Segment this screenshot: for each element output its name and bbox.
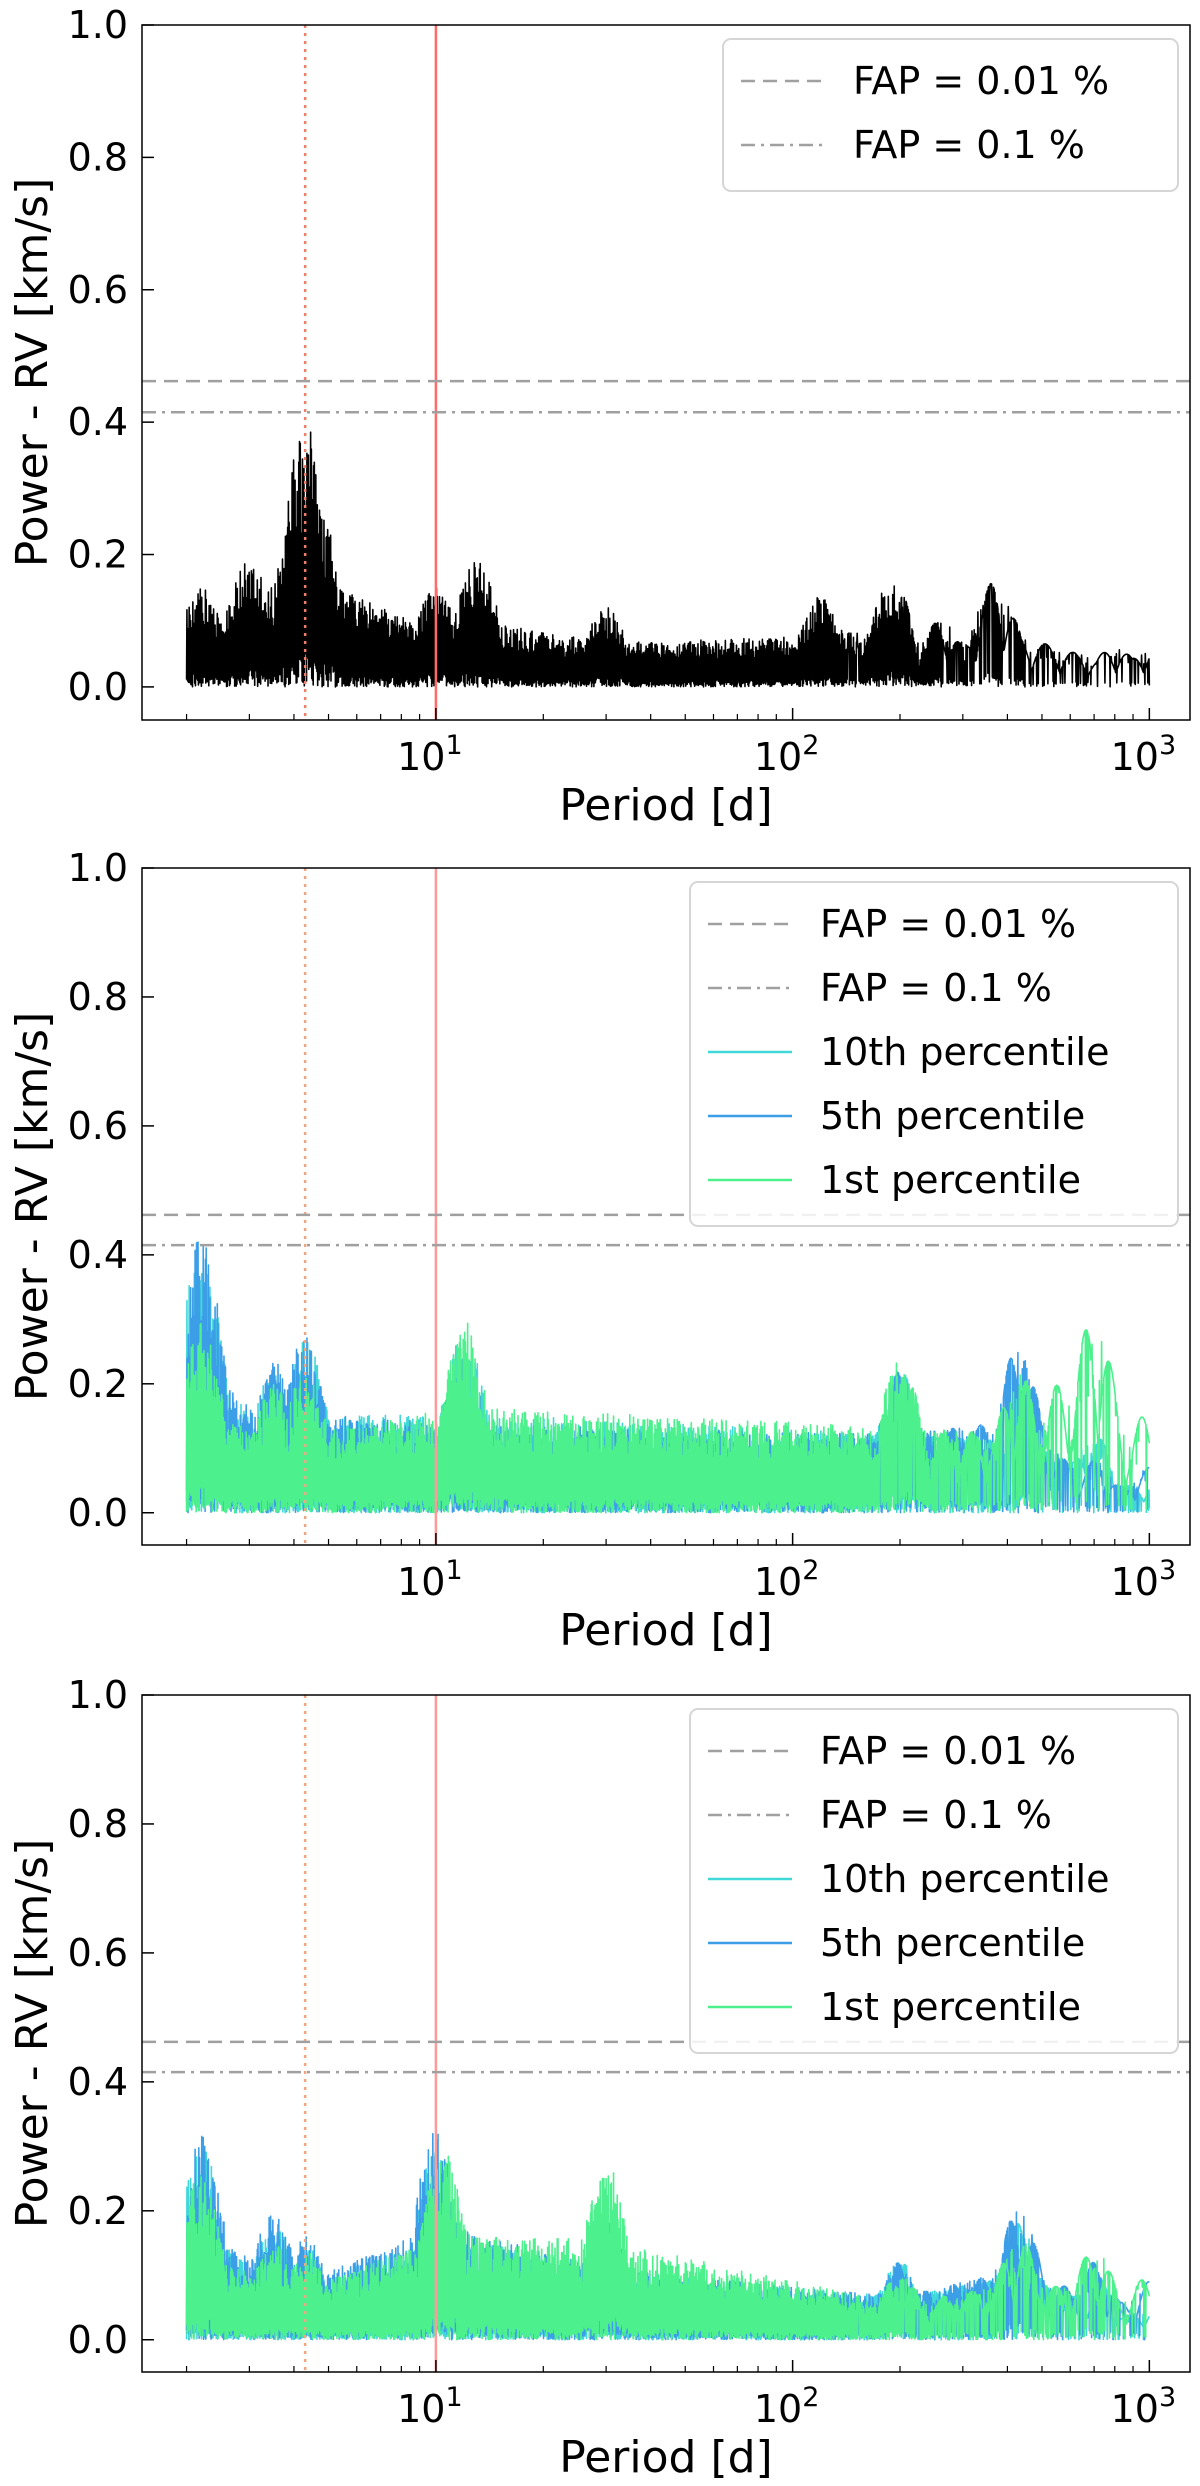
legend-label: 10th percentile xyxy=(820,1030,1109,1074)
axes-frame xyxy=(141,1694,1191,2373)
legend-label: 10th percentile xyxy=(820,1857,1109,1901)
x-tick-label: 101 xyxy=(397,730,463,779)
legend: FAP = 0.01 % FAP = 0.1 % 10th percentile 5t… xyxy=(689,1708,1179,2054)
legend-label: FAP = 0.01 % xyxy=(820,1729,1076,1773)
y-tick-label: 0.8 xyxy=(68,135,128,179)
y-tick-label: 0.2 xyxy=(68,2189,128,2233)
y-tick-label: 0.0 xyxy=(68,2318,128,2362)
series-line-1st-percentile xyxy=(185,2155,1151,2341)
legend-label: FAP = 0.1 % xyxy=(853,123,1085,167)
panel-3: 0.0 0.2 0.4 0.6 0.8 1.0 101 102 103 Period [d] Pow… xyxy=(7,1673,1191,2483)
y-tick-label: 0.6 xyxy=(68,1931,128,1975)
plot-area xyxy=(142,25,1190,720)
y-tick-label: 1.0 xyxy=(68,1673,128,1717)
y-tick-label: 0.2 xyxy=(68,533,128,577)
y-tick-label: 0.4 xyxy=(68,2060,128,2104)
legend-label: FAP = 0.01 % xyxy=(820,902,1076,946)
y-tick-label: 0.0 xyxy=(68,665,128,709)
plot-area xyxy=(142,1695,1190,2372)
x-axis-title: Period [d] xyxy=(559,2432,772,2483)
legend-label: FAP = 0.01 % xyxy=(853,59,1109,103)
x-tick-label: 102 xyxy=(754,730,820,779)
legend-box xyxy=(689,1708,1179,2054)
legend-label: 1st percentile xyxy=(820,1985,1081,2029)
y-tick-label: 0.2 xyxy=(68,1362,128,1406)
legend-label: 1st percentile xyxy=(820,1158,1081,1202)
series-line-periodogram xyxy=(185,431,1151,688)
plot-area xyxy=(142,868,1190,1545)
x-tick-label: 101 xyxy=(397,2382,463,2431)
y-tick-label: 0.4 xyxy=(68,1233,128,1277)
panel-2: 0.0 0.2 0.4 0.6 0.8 1.0 101 102 103 Period [d] Pow… xyxy=(7,846,1191,1656)
y-tick-label: 0.8 xyxy=(68,975,128,1019)
y-tick-label: 1.0 xyxy=(68,846,128,890)
y-axis-title: Power - RV [km/s] xyxy=(7,1012,58,1402)
x-tick-label: 103 xyxy=(1111,1555,1177,1604)
axes-frame xyxy=(141,867,1191,1546)
x-tick-label: 102 xyxy=(754,1555,820,1604)
series-line-1st-percentile xyxy=(185,1322,1151,1514)
y-tick-label: 0.8 xyxy=(68,1802,128,1846)
legend-label: 5th percentile xyxy=(820,1921,1085,1965)
x-tick-label: 103 xyxy=(1111,730,1177,779)
y-tick-label: 1.0 xyxy=(68,3,128,47)
y-tick-label: 0.4 xyxy=(68,400,128,444)
x-tick-label: 103 xyxy=(1111,2382,1177,2431)
x-axis-title: Period [d] xyxy=(559,780,772,831)
x-tick-label: 101 xyxy=(397,1555,463,1604)
x-tick-label: 102 xyxy=(754,2382,820,2431)
legend-label: FAP = 0.1 % xyxy=(820,966,1052,1010)
y-tick-label: 0.0 xyxy=(68,1491,128,1535)
legend: FAP = 0.01 % FAP = 0.1 % 10th percentile 5t… xyxy=(689,881,1179,1227)
axes-frame xyxy=(141,24,1191,721)
y-axis-title: Power - RV [km/s] xyxy=(7,178,58,568)
legend-box xyxy=(722,38,1179,192)
legend-label: 5th percentile xyxy=(820,1094,1085,1138)
legend-label: FAP = 0.1 % xyxy=(820,1793,1052,1837)
y-tick-label: 0.6 xyxy=(68,268,128,312)
x-axis-title: Period [d] xyxy=(559,1605,772,1656)
panel-1: 0.0 0.2 0.4 0.6 0.8 1.0 101 102 103 Period [d] Pow… xyxy=(7,3,1191,831)
legend: FAP = 0.01 % FAP = 0.1 % xyxy=(722,38,1179,192)
legend-box xyxy=(689,881,1179,1227)
y-axis-title: Power - RV [km/s] xyxy=(7,1839,58,2229)
y-tick-label: 0.6 xyxy=(68,1104,128,1148)
